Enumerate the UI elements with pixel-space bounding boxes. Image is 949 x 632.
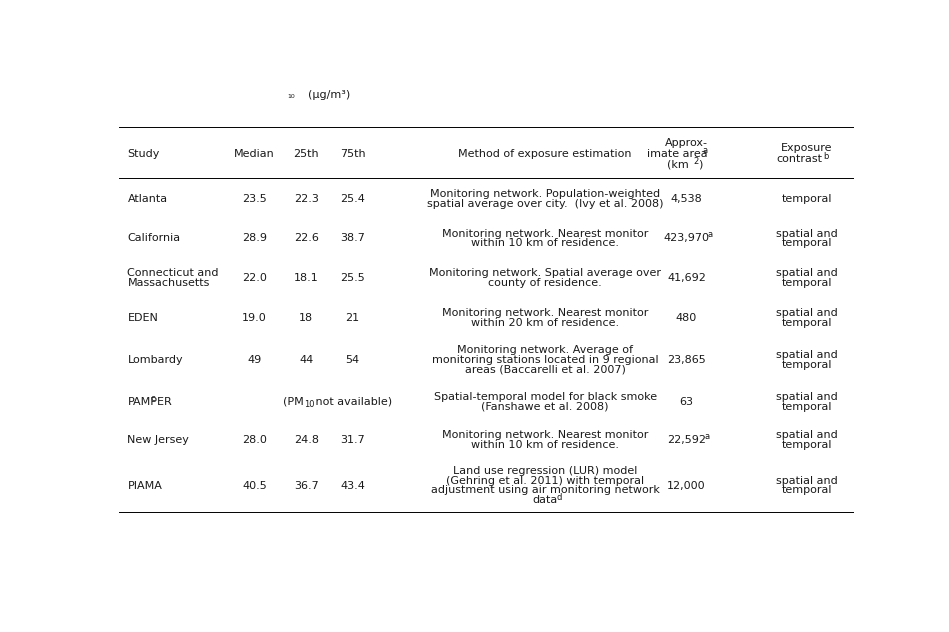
Text: Exposure: Exposure	[781, 143, 833, 154]
Text: Monitoring network. Average of: Monitoring network. Average of	[457, 345, 633, 355]
Text: (Gehring et al. 2011) with temporal: (Gehring et al. 2011) with temporal	[446, 476, 644, 486]
Text: 40.5: 40.5	[242, 480, 267, 490]
Text: 22.6: 22.6	[294, 233, 319, 243]
Text: within 10 km of residence.: within 10 km of residence.	[472, 440, 619, 450]
Text: c: c	[150, 394, 155, 403]
Text: a: a	[707, 231, 713, 240]
Text: Monitoring network. Nearest monitor: Monitoring network. Nearest monitor	[442, 229, 648, 238]
Text: spatial and: spatial and	[776, 268, 838, 278]
Text: (PM: (PM	[283, 397, 304, 407]
Text: Median: Median	[234, 149, 275, 159]
Text: (Fanshawe et al. 2008): (Fanshawe et al. 2008)	[481, 402, 609, 412]
Text: 25th: 25th	[293, 149, 319, 159]
Text: a: a	[704, 432, 710, 441]
Text: 28.9: 28.9	[242, 233, 268, 243]
Text: Monitoring network. Spatial average over: Monitoring network. Spatial average over	[429, 268, 661, 278]
Text: Massachusetts: Massachusetts	[127, 278, 210, 288]
Text: 12,000: 12,000	[667, 480, 706, 490]
Text: a: a	[702, 146, 708, 155]
Text: 18.1: 18.1	[294, 273, 319, 283]
Text: 38.7: 38.7	[340, 233, 365, 243]
Text: within 10 km of residence.: within 10 km of residence.	[472, 238, 619, 248]
Text: 49: 49	[248, 355, 262, 365]
Text: Study: Study	[127, 149, 159, 159]
Text: 23,865: 23,865	[667, 355, 706, 365]
Text: Connecticut and: Connecticut and	[127, 268, 219, 278]
Text: 28.0: 28.0	[242, 435, 267, 445]
Text: spatial and: spatial and	[776, 430, 838, 440]
Text: spatial average over city.  (Ivy et al. 2008): spatial average over city. (Ivy et al. 2…	[427, 198, 663, 209]
Text: Spatial-temporal model for black smoke: Spatial-temporal model for black smoke	[434, 392, 657, 402]
Text: d: d	[557, 493, 562, 502]
Text: Lombardy: Lombardy	[127, 355, 183, 365]
Text: Land use regression (LUR) model: Land use regression (LUR) model	[453, 466, 638, 476]
Text: Monitoring network. Population-weighted: Monitoring network. Population-weighted	[430, 189, 661, 199]
Text: temporal: temporal	[782, 194, 832, 204]
Text: 41,692: 41,692	[667, 273, 706, 283]
Text: New Jersey: New Jersey	[127, 435, 190, 445]
Text: b: b	[823, 152, 828, 161]
Text: 4,538: 4,538	[671, 194, 702, 204]
Text: 22.0: 22.0	[242, 273, 267, 283]
Text: temporal: temporal	[782, 440, 832, 450]
Text: temporal: temporal	[782, 238, 832, 248]
Text: ): )	[698, 159, 702, 169]
Text: spatial and: spatial and	[776, 229, 838, 238]
Text: Method of exposure estimation: Method of exposure estimation	[458, 149, 632, 159]
Text: within 20 km of residence.: within 20 km of residence.	[471, 317, 620, 327]
Text: contrast: contrast	[776, 154, 823, 164]
Text: 2: 2	[694, 157, 699, 166]
Text: 25.4: 25.4	[340, 194, 365, 204]
Text: California: California	[127, 233, 180, 243]
Text: 43.4: 43.4	[340, 480, 365, 490]
Text: spatial and: spatial and	[776, 392, 838, 402]
Text: PIAMA: PIAMA	[127, 480, 162, 490]
Text: PAMPER: PAMPER	[127, 397, 172, 407]
Text: Monitoring network. Nearest monitor: Monitoring network. Nearest monitor	[442, 308, 648, 318]
Text: Atlanta: Atlanta	[127, 194, 168, 204]
Text: EDEN: EDEN	[127, 313, 158, 323]
Text: 23.5: 23.5	[242, 194, 267, 204]
Text: temporal: temporal	[782, 278, 832, 288]
Text: (μg/m³): (μg/m³)	[308, 90, 350, 100]
Text: 22,592: 22,592	[667, 435, 706, 445]
Text: spatial and: spatial and	[776, 350, 838, 360]
Text: 480: 480	[676, 313, 697, 323]
Text: Monitoring network. Nearest monitor: Monitoring network. Nearest monitor	[442, 430, 648, 440]
Text: 10: 10	[304, 400, 314, 410]
Text: Approx-: Approx-	[665, 138, 708, 148]
Text: monitoring stations located in 9 regional: monitoring stations located in 9 regiona…	[432, 355, 659, 365]
Text: 25.5: 25.5	[340, 273, 364, 283]
Text: 22.3: 22.3	[294, 194, 319, 204]
Text: spatial and: spatial and	[776, 308, 838, 318]
Text: temporal: temporal	[782, 402, 832, 412]
Text: county of residence.: county of residence.	[489, 278, 602, 288]
Text: temporal: temporal	[782, 317, 832, 327]
Text: (km: (km	[667, 159, 688, 169]
Text: data: data	[532, 495, 558, 505]
Text: adjustment using air monitoring network: adjustment using air monitoring network	[431, 485, 660, 495]
Text: temporal: temporal	[782, 360, 832, 370]
Text: 18: 18	[299, 313, 313, 323]
Text: not available): not available)	[312, 397, 393, 407]
Text: 19.0: 19.0	[242, 313, 267, 323]
Text: 54: 54	[345, 355, 360, 365]
Text: 24.8: 24.8	[293, 435, 319, 445]
Text: 75th: 75th	[340, 149, 365, 159]
Text: areas (Baccarelli et al. 2007): areas (Baccarelli et al. 2007)	[465, 365, 625, 375]
Text: 31.7: 31.7	[340, 435, 364, 445]
Text: 63: 63	[679, 397, 694, 407]
Text: ₁₀: ₁₀	[288, 90, 295, 100]
Text: temporal: temporal	[782, 485, 832, 495]
Text: 423,970: 423,970	[663, 233, 710, 243]
Text: 44: 44	[299, 355, 313, 365]
Text: imate area: imate area	[647, 149, 708, 159]
Text: 36.7: 36.7	[294, 480, 319, 490]
Text: spatial and: spatial and	[776, 476, 838, 486]
Text: 21: 21	[345, 313, 360, 323]
